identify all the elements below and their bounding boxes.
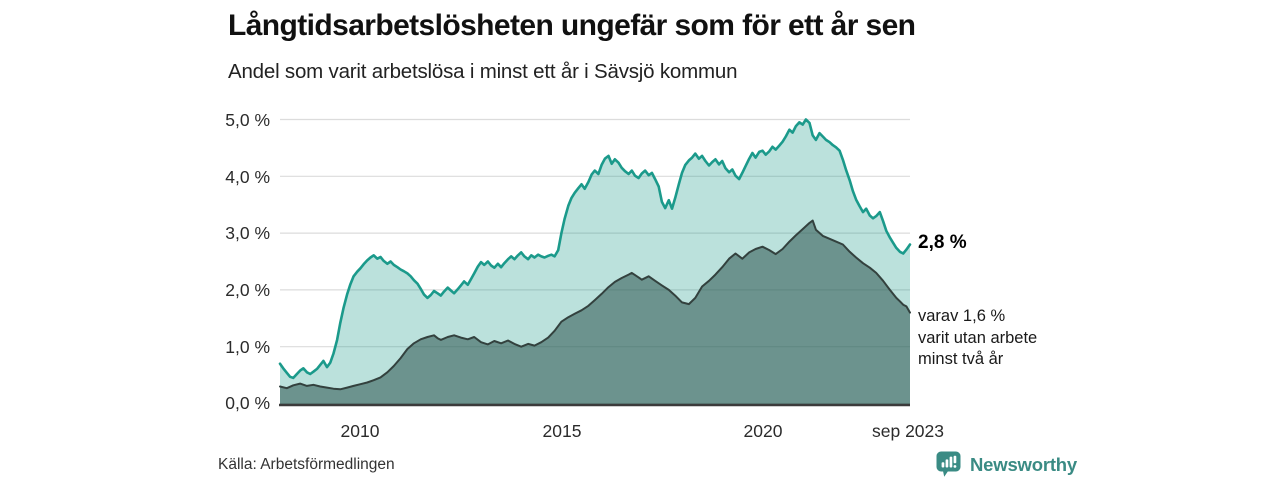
two-year-annotation: varav 1,6 % varit utan arbete minst två … bbox=[918, 306, 1037, 371]
chart-title: Långtidsarbetslösheten ungefär som för e… bbox=[228, 9, 916, 42]
brand-name: Newsworthy bbox=[970, 453, 1077, 475]
latest-value-label: 2,8 % bbox=[918, 232, 967, 253]
x-axis-tick-label: sep 2023 bbox=[871, 421, 945, 441]
series-two-year-line bbox=[279, 219, 911, 391]
annotation-line: varit utan arbete bbox=[918, 328, 1038, 347]
y-axis-tick-label: 1,0 % bbox=[225, 337, 270, 357]
source-note: Källa: Arbetsförmedlingen bbox=[218, 456, 395, 473]
y-axis-tick-label: 2,0 % bbox=[225, 280, 270, 300]
series-two-year-area bbox=[280, 220, 910, 405]
y-axis-tick-label: 5,0 % bbox=[225, 110, 270, 130]
annotation-line: varav 1,6 % bbox=[918, 307, 1006, 325]
x-axis-tick-label: 2020 bbox=[743, 421, 783, 441]
bar-chart-pin-icon bbox=[936, 451, 961, 477]
chart-subtitle: Andel som varit arbetslösa i minst ett å… bbox=[228, 60, 738, 83]
x-axis-tick-label: 2010 bbox=[340, 421, 380, 441]
series-total-line bbox=[278, 118, 912, 380]
newsworthy-logo: Newsworthy bbox=[934, 450, 1077, 479]
y-axis-tick-label: 0,0 % bbox=[225, 393, 270, 413]
y-axis-tick-label: 4,0 % bbox=[225, 167, 270, 187]
x-axis-tick-label: 2015 bbox=[542, 421, 582, 441]
annotation-line: minst två år bbox=[918, 350, 1004, 368]
y-axis-tick-label: 3,0 % bbox=[225, 223, 270, 243]
